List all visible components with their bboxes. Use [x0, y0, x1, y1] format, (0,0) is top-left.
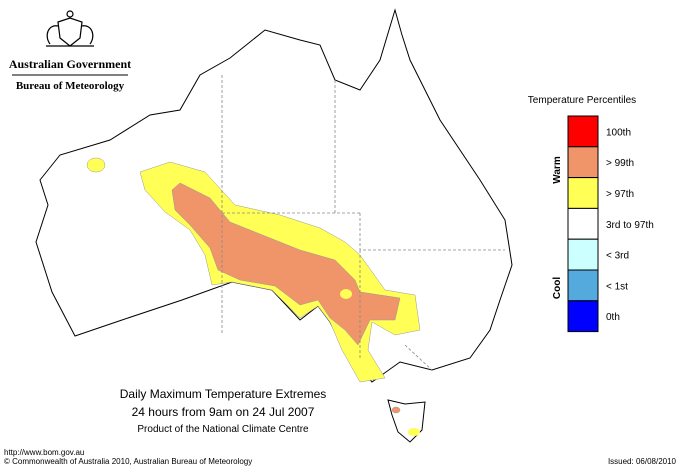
caption-subtitle: 24 hours from 9am on 24 Jul 2007 [132, 405, 315, 419]
caption-title: Daily Maximum Temperature Extremes [120, 387, 327, 401]
legend-warm: Warm [552, 156, 563, 184]
legend-swatch [567, 238, 599, 271]
legend-swatch [567, 269, 599, 302]
footer-url: http://www.bom.gov.au [4, 448, 84, 457]
warm-97 [86, 157, 106, 173]
warm-97 [408, 428, 420, 436]
legend-swatch [567, 207, 599, 240]
legend-title: Temperature Percentiles [528, 95, 636, 106]
legend-label: 0th [606, 312, 620, 323]
legend-label: < 1st [606, 281, 628, 292]
bureau-title: Bureau of Meteorology [16, 80, 125, 92]
legend-swatch [567, 115, 599, 148]
footer-issued: Issued: 06/08/2010 [608, 457, 677, 466]
state-border [334, 80, 505, 371]
legend-label: > 97th [606, 189, 634, 200]
legend-cool: Cool [552, 277, 563, 299]
legend: 100th > 99th > 97th 3rd to 97th < 3rd < 1st 0t… [567, 115, 654, 333]
legend-swatch [567, 146, 599, 179]
footer-copyright: © Commonwealth of Australia 2010, Austra… [4, 457, 252, 466]
warm-99 [391, 406, 401, 414]
crest [46, 10, 94, 47]
warm-97 [340, 289, 352, 299]
gov-title: Australian Government [9, 57, 131, 71]
legend-label: > 99th [606, 158, 634, 169]
legend-label: < 3rd [606, 251, 629, 262]
legend-label: 100th [606, 127, 631, 138]
mainland [35, 8, 513, 383]
legend-swatch [567, 177, 599, 209]
legend-swatch [567, 300, 599, 333]
legend-label: 3rd to 97th [606, 220, 654, 231]
caption-note: Product of the National Climate Centre [137, 424, 309, 435]
warm-99 [171, 182, 401, 346]
